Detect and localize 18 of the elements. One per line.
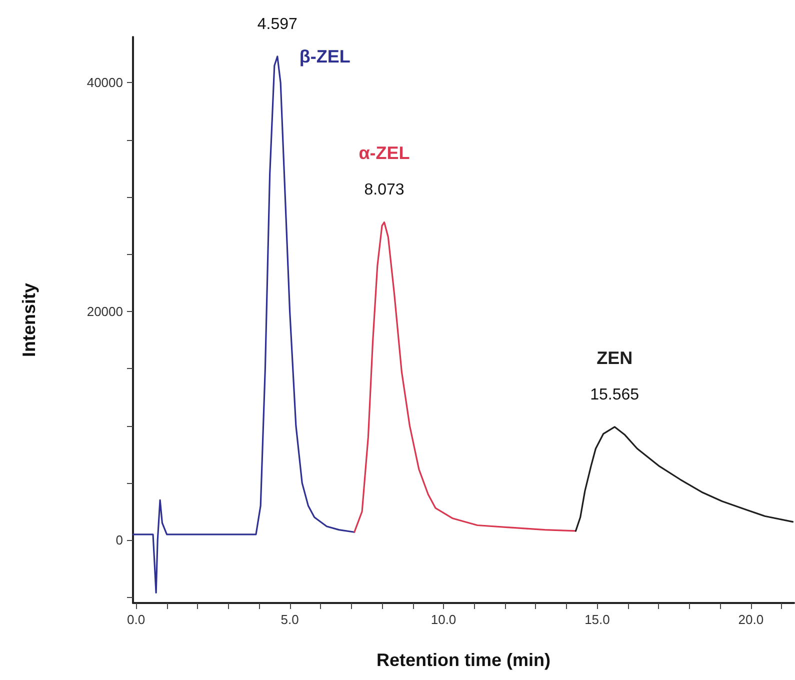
x-axis-title: Retention time (min) [376,650,551,670]
line-series [574,426,794,532]
x-tick-label: 10.0 [430,612,456,627]
text: α-ZEL [358,143,410,164]
annotation: 15.565 [590,386,640,404]
y-tick-label: 20000 [86,304,123,319]
x-tick-label: 0.0 [127,612,146,627]
text: ZEN [596,348,633,368]
x-tick-label: 5.0 [280,612,299,627]
annotation: 8.073 [364,182,404,199]
y-axis-title: Intensity [19,282,39,358]
y-tick-label: 0 [116,532,123,548]
x-tick-label: 20.0 [738,612,764,627]
x-tick-label: 15.0 [584,612,610,627]
series-label: β-ZEL [299,46,350,66]
annotation: 4.597 [257,16,298,33]
y-tick-label: 40000 [86,75,123,90]
line-series [354,221,577,533]
